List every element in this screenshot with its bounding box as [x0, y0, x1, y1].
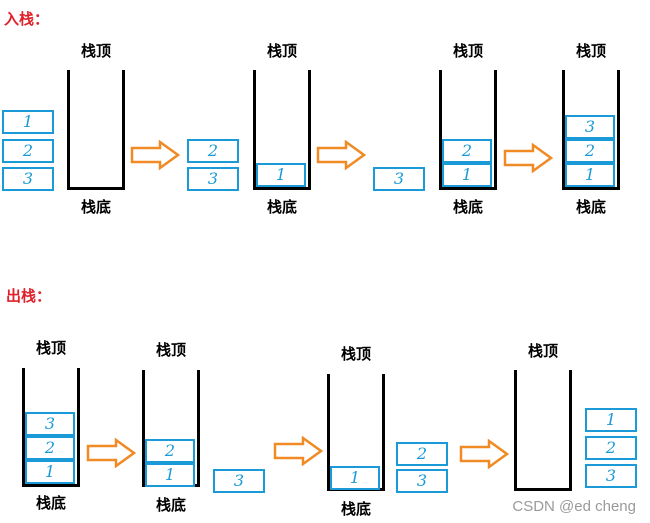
push-section-title: 入栈： — [4, 10, 50, 28]
stack-item-2: 2 — [25, 436, 75, 460]
stack-top-label: 栈顶 — [452, 42, 483, 60]
stack-bottom-label: 栈底 — [266, 198, 297, 216]
stack-top-label: 栈顶 — [35, 339, 66, 357]
stack-item-1: 1 — [330, 466, 380, 490]
stack-container — [67, 70, 125, 190]
stack-item-2: 2 — [2, 139, 54, 163]
stack-container — [22, 368, 80, 487]
stack-item-2: 2 — [565, 139, 615, 163]
stack-item-3: 3 — [2, 167, 54, 191]
stack-item-2: 2 — [396, 442, 448, 466]
arrow-right-icon — [459, 439, 509, 469]
stack-bottom-label: 栈底 — [452, 198, 483, 216]
arrow-right-icon — [130, 140, 180, 170]
stack-top-label: 栈顶 — [527, 342, 558, 360]
stack-item-3: 3 — [25, 412, 75, 436]
stack-container — [562, 70, 620, 190]
stack-item-3: 3 — [585, 464, 637, 488]
stack-top-label: 栈顶 — [155, 341, 186, 359]
stack-container — [514, 370, 572, 491]
stack-top-label: 栈顶 — [340, 345, 371, 363]
stack-bottom-label: 栈底 — [155, 496, 186, 514]
stack-container — [253, 70, 311, 190]
stack-item-2: 2 — [187, 139, 239, 163]
stack-top-label: 栈顶 — [266, 42, 297, 60]
stack-item-1: 1 — [565, 163, 615, 187]
arrow-right-icon — [86, 438, 136, 468]
stack-item-1: 1 — [2, 110, 54, 134]
stack-item-3: 3 — [213, 469, 265, 493]
stack-item-2: 2 — [442, 139, 492, 163]
stack-item-1: 1 — [442, 163, 492, 187]
stack-item-1: 1 — [256, 163, 306, 187]
arrow-right-icon — [273, 436, 323, 466]
stack-bottom-label: 栈底 — [80, 198, 111, 216]
stack-top-label: 栈顶 — [80, 42, 111, 60]
stack-item-1: 1 — [585, 408, 637, 432]
stack-top-label: 栈顶 — [575, 42, 606, 60]
pop-section-title: 出栈： — [6, 287, 52, 305]
stack-bottom-label: 栈底 — [340, 500, 371, 518]
stack-item-3: 3 — [396, 469, 448, 493]
stack-item-2: 2 — [585, 436, 637, 460]
stack-bottom-label: 栈底 — [35, 494, 66, 512]
arrow-right-icon — [503, 143, 553, 173]
stack-item-1: 1 — [145, 463, 195, 487]
watermark: CSDN @ed cheng — [512, 498, 636, 515]
stack-item-3: 3 — [373, 167, 425, 191]
arrow-right-icon — [316, 140, 366, 170]
stack-container — [439, 70, 497, 190]
stack-item-2: 2 — [145, 439, 195, 463]
stack-item-3: 3 — [187, 167, 239, 191]
stack-bottom-label: 栈底 — [575, 198, 606, 216]
stack-item-1: 1 — [25, 460, 75, 484]
stack-item-3: 3 — [565, 115, 615, 139]
